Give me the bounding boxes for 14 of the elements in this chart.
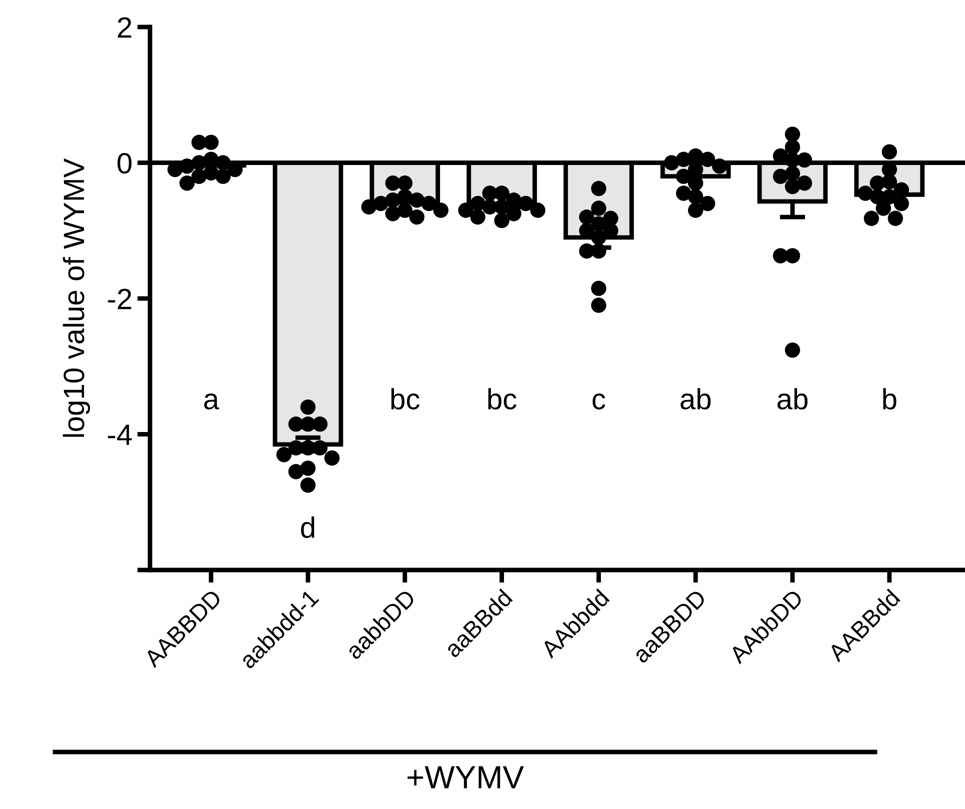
annotation: ab xyxy=(778,388,808,410)
annotation: bc xyxy=(391,388,420,410)
y-tick-label: 0 xyxy=(118,152,132,174)
annotation: a xyxy=(204,394,220,410)
annotation: d xyxy=(301,516,314,538)
annotation: bc xyxy=(488,388,516,410)
annotation: ab xyxy=(680,388,711,410)
y-tick-label: -2 xyxy=(108,288,132,310)
annotation: b xyxy=(883,388,896,410)
y-tick-label: 2 xyxy=(118,17,132,38)
annotation: c xyxy=(592,394,606,410)
y-axis-title: log10 value of WYMV xyxy=(62,158,90,437)
y-tick-label: -4 xyxy=(108,424,132,445)
text: +WYMV xyxy=(408,766,524,788)
